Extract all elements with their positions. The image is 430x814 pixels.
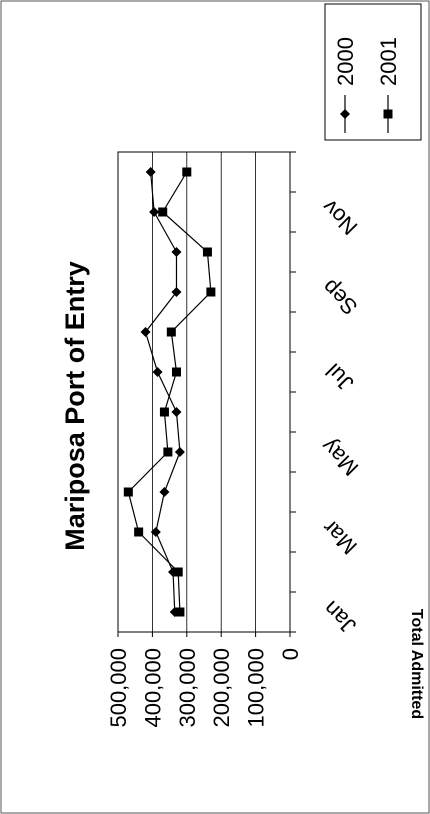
data-point-2001 [203,248,212,257]
legend-label-2000: 2000 [333,37,358,86]
data-point-2001 [175,608,184,617]
y-tick-label: 0 [278,648,303,660]
y-axis-title: Total Admitted [408,609,425,719]
data-point-2001 [124,488,133,497]
y-tick-label: 400,000 [140,648,165,728]
data-point-2001 [134,528,143,537]
data-point-2001 [167,328,176,337]
data-point-2001 [163,448,172,457]
data-point-2001 [174,568,183,577]
legend: 2000 2001 [325,4,421,140]
y-tick-label: 200,000 [209,648,234,728]
plot-area [118,152,290,632]
data-point-2001 [182,168,191,177]
y-tick-label: 500,000 [106,648,131,728]
y-tick-label: 100,000 [244,648,269,728]
data-point-2001 [160,408,169,417]
data-point-2001 [172,368,181,377]
data-point-2001 [158,208,167,217]
legend-marker-2001 [384,110,393,119]
legend-label-2001: 2001 [376,37,401,86]
chart-title: Mariposa Port of Entry [60,261,90,551]
data-point-2001 [206,288,215,297]
y-tick-label: 300,000 [175,648,200,728]
